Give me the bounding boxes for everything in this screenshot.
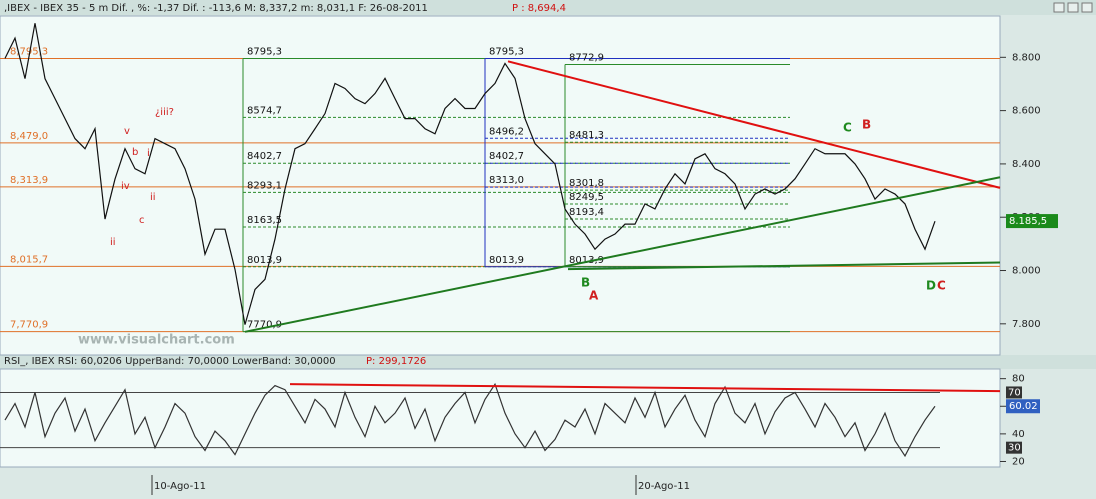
- level-label: 8,313,9: [10, 175, 48, 186]
- watermark: www.visualchart.com: [78, 333, 235, 348]
- last-value-label: 8.185,5: [1009, 216, 1047, 227]
- y-tick-label: 8.600: [1012, 106, 1041, 117]
- y-tick-label: 8.000: [1012, 266, 1041, 277]
- series-line: [4, 382, 936, 458]
- fib-label: 8574,7: [247, 105, 282, 116]
- band-label: 70: [1008, 387, 1021, 398]
- fib-label: 8293,1: [247, 180, 282, 191]
- price-label: P : 8,694,4: [512, 3, 566, 14]
- trendline: [507, 60, 1001, 189]
- wave-label: b: [132, 147, 138, 158]
- wave-label: D: [926, 279, 936, 293]
- last-value-box: [1006, 399, 1040, 414]
- fib-label: 8496,2: [489, 126, 524, 137]
- last-value-box: [1006, 214, 1058, 229]
- wave-label: A: [589, 289, 599, 303]
- button-close[interactable]: [1081, 2, 1093, 13]
- fib-label: 7770,9: [247, 320, 282, 331]
- trendline: [567, 261, 1001, 271]
- x-tick-label: 20-Ago-11: [638, 481, 690, 492]
- wave-label: C: [937, 279, 946, 293]
- button-down[interactable]: [1067, 2, 1079, 13]
- wave-label: C: [843, 121, 852, 135]
- level-label: 8,479,0: [10, 131, 48, 142]
- header-bar: [0, 0, 1096, 15]
- y-tick-label: 40: [1012, 429, 1025, 440]
- fib-label: 8481,3: [569, 130, 604, 141]
- chart-title: ,IBEX - IBEX 35 - 5 m Dif. , %: -1,37 Di…: [4, 3, 428, 14]
- fib-label: 8402,7: [247, 151, 282, 162]
- wave-label: B: [581, 276, 590, 290]
- wave-label: B: [862, 118, 871, 132]
- level-label: 7,770,9: [10, 320, 48, 331]
- button-up[interactable]: [1053, 2, 1065, 13]
- fib-label: 8795,3: [489, 47, 524, 58]
- fib-label: 8313,0: [489, 175, 524, 186]
- trendline: [244, 176, 1001, 333]
- wave-label: ii: [150, 192, 156, 203]
- level-label: 8,795,3: [10, 47, 48, 58]
- fib-label: 8772,9: [569, 53, 604, 64]
- price-label: P: 299,1726: [366, 356, 426, 367]
- series-line: [4, 23, 936, 325]
- window-buttons[interactable]: [1053, 2, 1093, 13]
- band-label: 30: [1008, 443, 1021, 454]
- chart-title: RSI_, IBEX RSI: 60,0206 UpperBand: 70,00…: [4, 356, 336, 367]
- y-tick-label: 20: [1012, 456, 1025, 467]
- fib-label: 8795,3: [247, 47, 282, 58]
- wave-label: ¿iii?: [155, 107, 174, 118]
- wave-label: iv: [121, 181, 130, 192]
- trendline: [289, 383, 1001, 393]
- band-box: [1006, 441, 1022, 454]
- wave-label: v: [124, 126, 130, 137]
- band-box: [1006, 386, 1022, 399]
- fib-label: 8301,8: [569, 178, 604, 189]
- fib-label: 8163,5: [247, 215, 282, 226]
- x-tick-label: 10-Ago-11: [154, 481, 206, 492]
- y-tick-label: 7.800: [1012, 319, 1041, 330]
- wave-label: i: [147, 148, 150, 159]
- wave-label: ii: [110, 237, 116, 248]
- fib-label: 8013,9: [247, 255, 282, 266]
- last-value-label: 60.02: [1009, 401, 1038, 412]
- y-tick-label: 80: [1012, 374, 1025, 385]
- level-label: 8,015,7: [10, 254, 48, 265]
- fib-label: 8249,5: [569, 192, 604, 203]
- wave-label: c: [139, 215, 145, 226]
- plot-area: [0, 368, 1001, 468]
- fib-label: 8193,4: [569, 207, 604, 218]
- y-tick-label: 8.400: [1012, 159, 1041, 170]
- fib-label: 8013,9: [569, 255, 604, 266]
- rsi-header-bar: [0, 355, 1096, 369]
- fib-label: 8013,9: [489, 255, 524, 266]
- y-tick-label: 8.800: [1012, 52, 1041, 63]
- fib-label: 8402,7: [489, 151, 524, 162]
